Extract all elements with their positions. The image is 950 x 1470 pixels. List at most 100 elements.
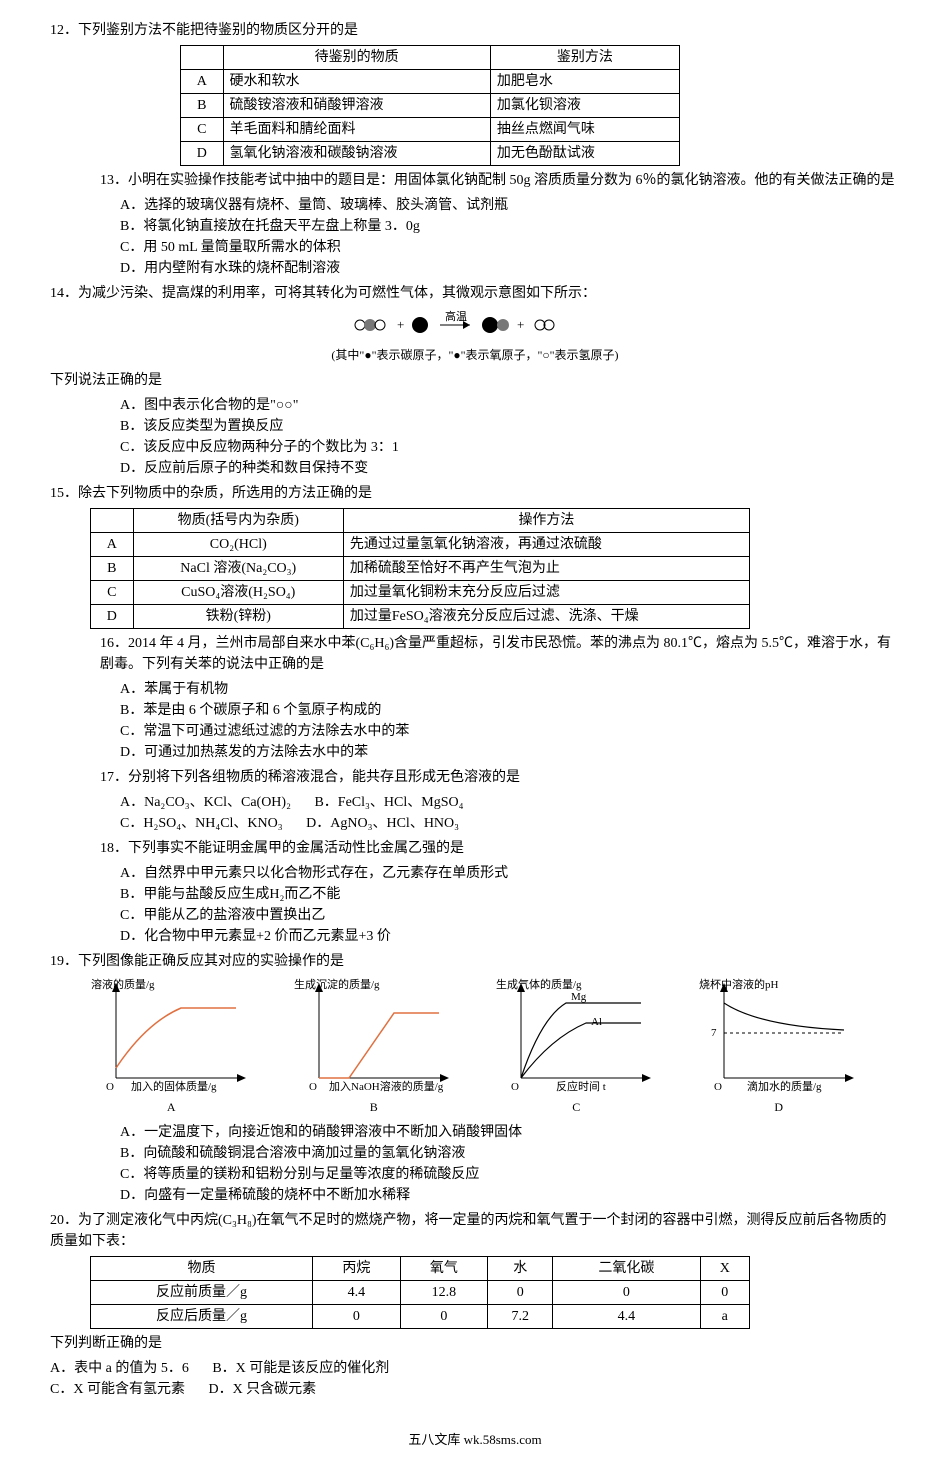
cell: CuSO₄溶液(H₂SO₄) (133, 581, 343, 605)
chart-label: D (699, 1098, 859, 1116)
svg-text:反应时间 t: 反应时间 t (556, 1079, 606, 1093)
q16-opt-b: B．苯是由 6 个碳原子和 6 个氢原子构成的 (50, 700, 900, 721)
svg-text:O: O (106, 1081, 114, 1093)
q20-table: 物质 丙烷 氧气 水 二氧化碳 X 反应前质量／g 4.4 12.8 0 0 0… (90, 1256, 750, 1329)
cell: C (181, 118, 224, 142)
cell: 硫酸铵溶液和硝酸钾溶液 (223, 94, 490, 118)
cell: a (700, 1305, 749, 1329)
cell: 加无色酚酞试液 (490, 142, 679, 166)
chart-label: A (91, 1098, 251, 1116)
cell: D (91, 605, 134, 629)
chart-a: 溶液的质量/g O 加入的固体质量/g A (91, 978, 251, 1116)
cell: 12.8 (400, 1281, 488, 1305)
q19-opt-d: D．向盛有一定量稀硫酸的烧杯中不断加水稀释 (50, 1185, 900, 1206)
svg-text:滴加水的质量/g: 滴加水的质量/g (747, 1079, 822, 1093)
header-cell: 物质(括号内为杂质) (133, 509, 343, 533)
cell: B (181, 94, 224, 118)
header-cell: 氧气 (400, 1257, 488, 1281)
q14-stem: 14．为减少污染、提高煤的利用率，可将其转化为可燃性气体，其微观示意图如下所示： (50, 283, 900, 304)
table-row: B硫酸铵溶液和硝酸钾溶液加氯化钡溶液 (181, 94, 680, 118)
cell: 抽丝点燃闻气味 (490, 118, 679, 142)
chart-d: 7 烧杯中溶液的pH O 滴加水的质量/g D (699, 978, 859, 1116)
q19-opt-b: B．向硫酸和硫酸铜混合溶液中滴加过量的氢氧化钠溶液 (50, 1143, 900, 1164)
chart-b: 生成沉淀的质量/g O 加入NaOH溶液的质量/g B (294, 978, 454, 1116)
cell: 加氯化钡溶液 (490, 94, 679, 118)
cell: 反应前质量／g (91, 1281, 313, 1305)
table-row: D氢氧化钠溶液和碳酸钠溶液加无色酚酞试液 (181, 142, 680, 166)
cell: NaCl 溶液(Na₂CO₃) (133, 557, 343, 581)
q18-opt-a: A．自然界中甲元素只以化合物形式存在，乙元素存在单质形式 (50, 863, 900, 884)
q12-stem: 12．下列鉴别方法不能把待鉴别的物质区分开的是 (50, 20, 900, 41)
page-footer: 五八文库 wk.58sms.com (50, 1430, 900, 1450)
header-cell (91, 509, 134, 533)
table-header-row: 物质 丙烷 氧气 水 二氧化碳 X (91, 1257, 750, 1281)
q17-opts-row2: C．H₂SO₄、NH₄Cl、KNO₃ D．AgNO₃、HCl、HNO₃ (50, 813, 900, 834)
q14-list-head: 下列说法正确的是 (50, 370, 900, 391)
svg-text:Mg: Mg (571, 991, 587, 1003)
q14-caption: (其中"●"表示碳原子，"●"表示氧原子，"○"表示氢原子) (50, 346, 900, 364)
q14-opt-b: B．该反应类型为置换反应 (50, 416, 900, 437)
svg-text:Al: Al (591, 1016, 602, 1028)
q20-opts-row2: C．X 可能含有氢元素 D．X 只含碳元素 (50, 1379, 900, 1400)
svg-text:烧杯中溶液的pH: 烧杯中溶液的pH (699, 978, 778, 991)
chart-label: C (496, 1098, 656, 1116)
svg-text:高温: 高温 (445, 310, 467, 323)
cell: B (91, 557, 134, 581)
table-row: A硬水和软水加肥皂水 (181, 70, 680, 94)
table-row: CCuSO₄溶液(H₂SO₄)加过量氧化铜粉末充分反应后过滤 (91, 581, 750, 605)
q16-opt-d: D．可通过加热蒸发的方法除去水中的苯 (50, 742, 900, 763)
table-row: BNaCl 溶液(Na₂CO₃)加稀硫酸至恰好不再产生气泡为止 (91, 557, 750, 581)
q17-opt-d: D．AgNO₃、HCl、HNO₃ (306, 813, 459, 834)
q20-opt-b: B．X 可能是该反应的催化剂 (212, 1358, 389, 1379)
q20-opt-d: D．X 只含碳元素 (208, 1379, 316, 1400)
cell: 0 (553, 1281, 700, 1305)
header-cell: 鉴别方法 (490, 46, 679, 70)
cell: D (181, 142, 224, 166)
q16-opt-a: A．苯属于有机物 (50, 679, 900, 700)
cell: 加稀硫酸至恰好不再产生气泡为止 (343, 557, 749, 581)
cell: 4.4 (553, 1305, 700, 1329)
header-cell: 待鉴别的物质 (223, 46, 490, 70)
q13-opt-d: D．用内壁附有水珠的烧杯配制溶液 (50, 258, 900, 279)
svg-text:+: + (397, 317, 404, 332)
cell: 硬水和软水 (223, 70, 490, 94)
header-cell: 水 (488, 1257, 553, 1281)
cell: 铁粉(锌粉) (133, 605, 343, 629)
q20-opt-a: A．表中 a 的值为 5．6 (50, 1358, 189, 1379)
q18-opt-d: D．化合物中甲元素显+2 价而乙元素显+3 价 (50, 926, 900, 947)
q20-list-head: 下列判断正确的是 (50, 1333, 900, 1354)
cell: 先通过过量氢氧化钠溶液，再通过浓硫酸 (343, 533, 749, 557)
svg-text:生成沉淀的质量/g: 生成沉淀的质量/g (294, 978, 380, 991)
cell: A (91, 533, 134, 557)
q13-stem: 13．小明在实验操作技能考试中抽中的题目是：用固体氯化钠配制 50g 溶质质量分… (50, 170, 900, 191)
svg-text:O: O (309, 1081, 317, 1093)
q19-charts: 溶液的质量/g O 加入的固体质量/g A 生成沉淀的质量/g O 加入NaOH… (70, 978, 880, 1116)
q17-opt-c: C．H₂SO₄、NH₄Cl、KNO₃ (120, 813, 283, 834)
q16-opt-c: C．常温下可通过滤纸过滤的方法除去水中的苯 (50, 721, 900, 742)
cell: 加肥皂水 (490, 70, 679, 94)
q16-stem: 16．2014 年 4 月，兰州市局部自来水中苯(C₆H₆)含量严重超标，引发市… (50, 633, 900, 675)
cell: 加过量FeSO₄溶液充分反应后过滤、洗涤、干燥 (343, 605, 749, 629)
svg-text:加入的固体质量/g: 加入的固体质量/g (131, 1079, 217, 1093)
header-cell: 操作方法 (343, 509, 749, 533)
q18-opt-c: C．甲能从乙的盐溶液中置换出乙 (50, 905, 900, 926)
table-row: ACO₂(HCl)先通过过量氢氧化钠溶液，再通过浓硫酸 (91, 533, 750, 557)
svg-text:O: O (714, 1081, 722, 1093)
cell: 7.2 (488, 1305, 553, 1329)
cell: C (91, 581, 134, 605)
svg-text:加入NaOH溶液的质量/g: 加入NaOH溶液的质量/g (329, 1079, 444, 1093)
q19-stem: 19．下列图像能正确反应其对应的实验操作的是 (50, 951, 900, 972)
header-cell: 丙烷 (313, 1257, 401, 1281)
q18-stem: 18．下列事实不能证明金属甲的金属活动性比金属乙强的是 (50, 838, 900, 859)
q14-opt-a: A．图中表示化合物的是"○○" (50, 395, 900, 416)
q18-opt-b: B．甲能与盐酸反应生成H₂而乙不能 (50, 884, 900, 905)
cell: 加过量氧化铜粉末充分反应后过滤 (343, 581, 749, 605)
reaction-diagram: + 高温 + (50, 310, 900, 340)
header-cell: 物质 (91, 1257, 313, 1281)
header-cell: 二氧化碳 (553, 1257, 700, 1281)
table-header-row: 物质(括号内为杂质) 操作方法 (91, 509, 750, 533)
q13-opt-b: B．将氯化钠直接放在托盘天平左盘上称量 3．0g (50, 216, 900, 237)
table-row: C羊毛面料和腈纶面料抽丝点燃闻气味 (181, 118, 680, 142)
q13-opt-a: A．选择的玻璃仪器有烧杯、量筒、玻璃棒、胶头滴管、试剂瓶 (50, 195, 900, 216)
q17-opts-row1: A．Na₂CO₃、KCl、Ca(OH)₂ B．FeCl₃、HCl、MgSO₄ (50, 792, 900, 813)
